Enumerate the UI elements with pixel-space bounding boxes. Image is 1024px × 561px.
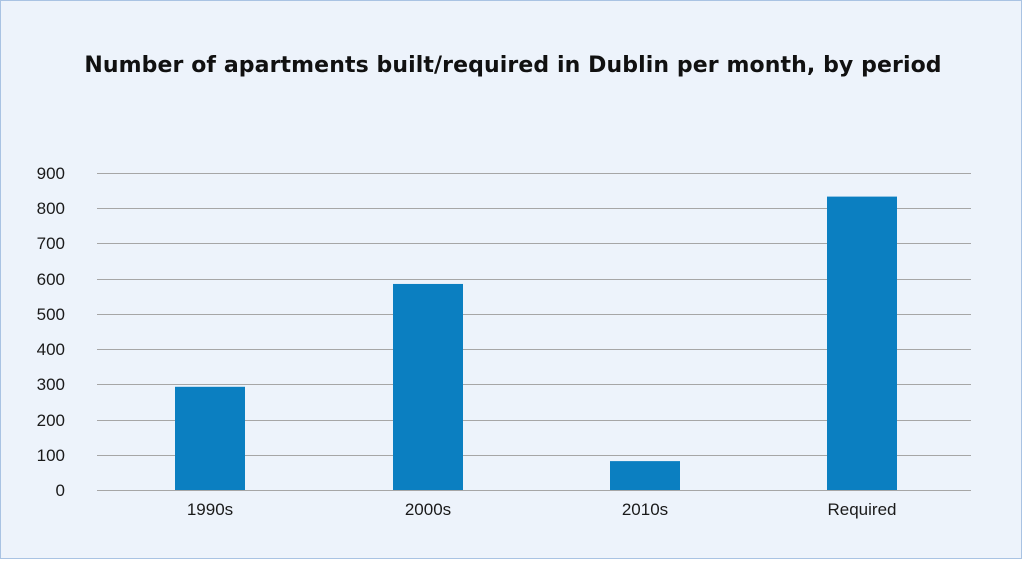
x-tick-label: 1990s — [187, 500, 233, 519]
x-tick-label: 2010s — [622, 500, 668, 519]
y-tick-label: 100 — [37, 446, 65, 465]
bar-2010s — [610, 461, 680, 490]
y-tick-label: 900 — [37, 164, 65, 183]
y-tick-label: 0 — [56, 481, 65, 500]
bar-required — [827, 196, 897, 491]
x-axis-tick-labels: 1990s 2000s 2010s Required — [187, 500, 897, 519]
x-tick-label: Required — [828, 500, 897, 519]
x-tick-label: 2000s — [405, 500, 451, 519]
y-tick-label: 700 — [37, 234, 65, 253]
y-tick-label: 800 — [37, 199, 65, 218]
bar-1990s — [175, 386, 245, 490]
chart-title: Number of apartments built/required in D… — [84, 53, 942, 78]
bars — [175, 196, 897, 491]
y-axis-tick-labels: 0 100 200 300 400 500 600 700 800 900 — [37, 164, 65, 500]
y-tick-label: 300 — [37, 375, 65, 394]
y-tick-label: 200 — [37, 411, 65, 430]
y-tick-label: 500 — [37, 305, 65, 324]
y-tick-label: 400 — [37, 340, 65, 359]
y-tick-label: 600 — [37, 270, 65, 289]
bar-2000s — [393, 283, 463, 490]
